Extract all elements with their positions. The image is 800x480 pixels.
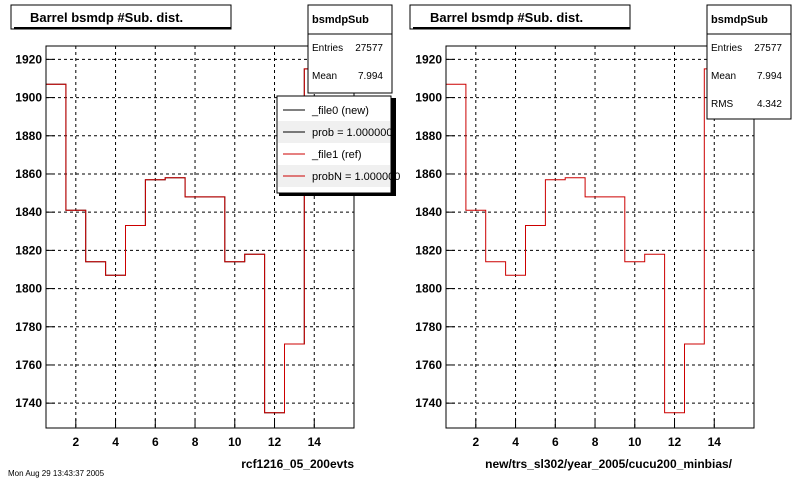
- y-tick-label: 1840: [415, 205, 442, 219]
- x-tick-label: 2: [472, 435, 479, 449]
- y-tick-label: 1800: [415, 282, 442, 296]
- right-title: Barrel bsmdp #Sub. dist.: [430, 10, 583, 25]
- left-plot-frame: [45, 45, 355, 429]
- right-histogram-series: [446, 68, 745, 414]
- x-tick-label: 12: [268, 435, 282, 449]
- right-x-label: new/trs_sl302/year_2005/cucu200_minbias/: [485, 457, 732, 471]
- y-tick-label: 1840: [15, 205, 42, 219]
- x-tick-label: 4: [512, 435, 519, 449]
- right-histogram-panel: 2 4 6 8 10 12 14 1740 1760 1780 1800 1820 1840 1860 18…: [409, 4, 792, 471]
- legend-entry-prob: prob = 1.000000: [312, 127, 392, 139]
- x-tick-label: 10: [228, 435, 242, 449]
- left-stats-name: bsmdpSub: [312, 14, 369, 26]
- x-tick-label: 8: [592, 435, 599, 449]
- histogram-series-line: [46, 68, 345, 414]
- y-tick-label: 1780: [415, 320, 442, 334]
- y-tick-label: 1860: [15, 167, 42, 181]
- right-stats-mean-label: Mean: [711, 71, 736, 82]
- left-grid: [46, 46, 354, 428]
- y-tick-label: 1900: [415, 91, 442, 105]
- y-tick-label: 1780: [15, 320, 42, 334]
- legend-entry-ref: _file1 (ref): [311, 149, 362, 161]
- left-title-box: Barrel bsmdp #Sub. dist.: [10, 4, 232, 30]
- legend-entry-new: _file0 (new): [311, 105, 369, 117]
- left-stats-entries-label: Entries: [312, 43, 343, 54]
- left-stats-mean-label: Mean: [312, 71, 337, 82]
- right-stats-mean-value: 7.994: [757, 71, 782, 82]
- y-tick-label: 1860: [415, 167, 442, 181]
- y-tick-label: 1800: [15, 282, 42, 296]
- y-tick-label: 1900: [15, 91, 42, 105]
- y-tick-label: 1740: [15, 396, 42, 410]
- x-tick-label: 12: [668, 435, 682, 449]
- x-tick-label: 14: [308, 435, 322, 449]
- x-tick-label: 2: [72, 435, 79, 449]
- x-tick-label: 10: [628, 435, 642, 449]
- left-legend: _file0 (new) prob = 1.000000 _file1 (ref…: [276, 95, 400, 196]
- x-tick-label: 6: [552, 435, 559, 449]
- histogram-series-line: [446, 68, 745, 414]
- y-tick-label: 1820: [15, 243, 42, 257]
- right-stats-entries-value: 27577: [754, 43, 782, 54]
- y-tick-label: 1740: [415, 396, 442, 410]
- right-stats-box: bsmdpSub Entries 27577 Mean 7.994 RMS 4.…: [706, 4, 792, 120]
- footer-timestamp: Mon Aug 29 13:43:37 2005: [8, 469, 105, 478]
- left-stats-box: bsmdpSub Entries 27577 Mean 7.994: [307, 4, 393, 94]
- y-tick-label: 1820: [415, 243, 442, 257]
- left-stats-mean-value: 7.994: [358, 71, 383, 82]
- right-title-box: Barrel bsmdp #Sub. dist.: [409, 4, 631, 30]
- legend-entry-probn: probN = 1.000000: [312, 171, 400, 183]
- y-tick-label: 1880: [415, 129, 442, 143]
- left-axis-ticks: 2 4 6 8 10 12 14 1740 1760 1780 1800 1820 1840 1860 18…: [15, 52, 321, 449]
- y-tick-label: 1920: [415, 52, 442, 66]
- y-tick-label: 1760: [15, 358, 42, 372]
- y-tick-label: 1920: [15, 52, 42, 66]
- x-tick-label: 14: [708, 435, 722, 449]
- right-stats-rms-value: 4.342: [757, 99, 782, 110]
- right-stats-name: bsmdpSub: [711, 14, 768, 26]
- x-tick-label: 4: [112, 435, 119, 449]
- left-title: Barrel bsmdp #Sub. dist.: [30, 10, 183, 25]
- y-tick-label: 1880: [15, 129, 42, 143]
- x-tick-label: 6: [152, 435, 159, 449]
- y-tick-label: 1760: [415, 358, 442, 372]
- right-grid: [446, 46, 754, 428]
- left-histogram-series: [46, 68, 345, 414]
- x-tick-label: 8: [192, 435, 199, 449]
- right-stats-rms-label: RMS: [711, 99, 734, 110]
- left-stats-entries-value: 27577: [355, 43, 383, 54]
- right-stats-entries-label: Entries: [711, 43, 742, 54]
- right-axis-ticks: 2 4 6 8 10 12 14 1740 1760 1780 1800 1820 1840 1860 18…: [415, 52, 721, 449]
- left-histogram-panel: 2 4 6 8 10 12 14 1740 1760 1780 1800 1820 1840 1860 18…: [10, 4, 400, 471]
- right-plot-frame: [445, 45, 755, 429]
- left-x-label: rcf1216_05_200evts: [241, 457, 354, 471]
